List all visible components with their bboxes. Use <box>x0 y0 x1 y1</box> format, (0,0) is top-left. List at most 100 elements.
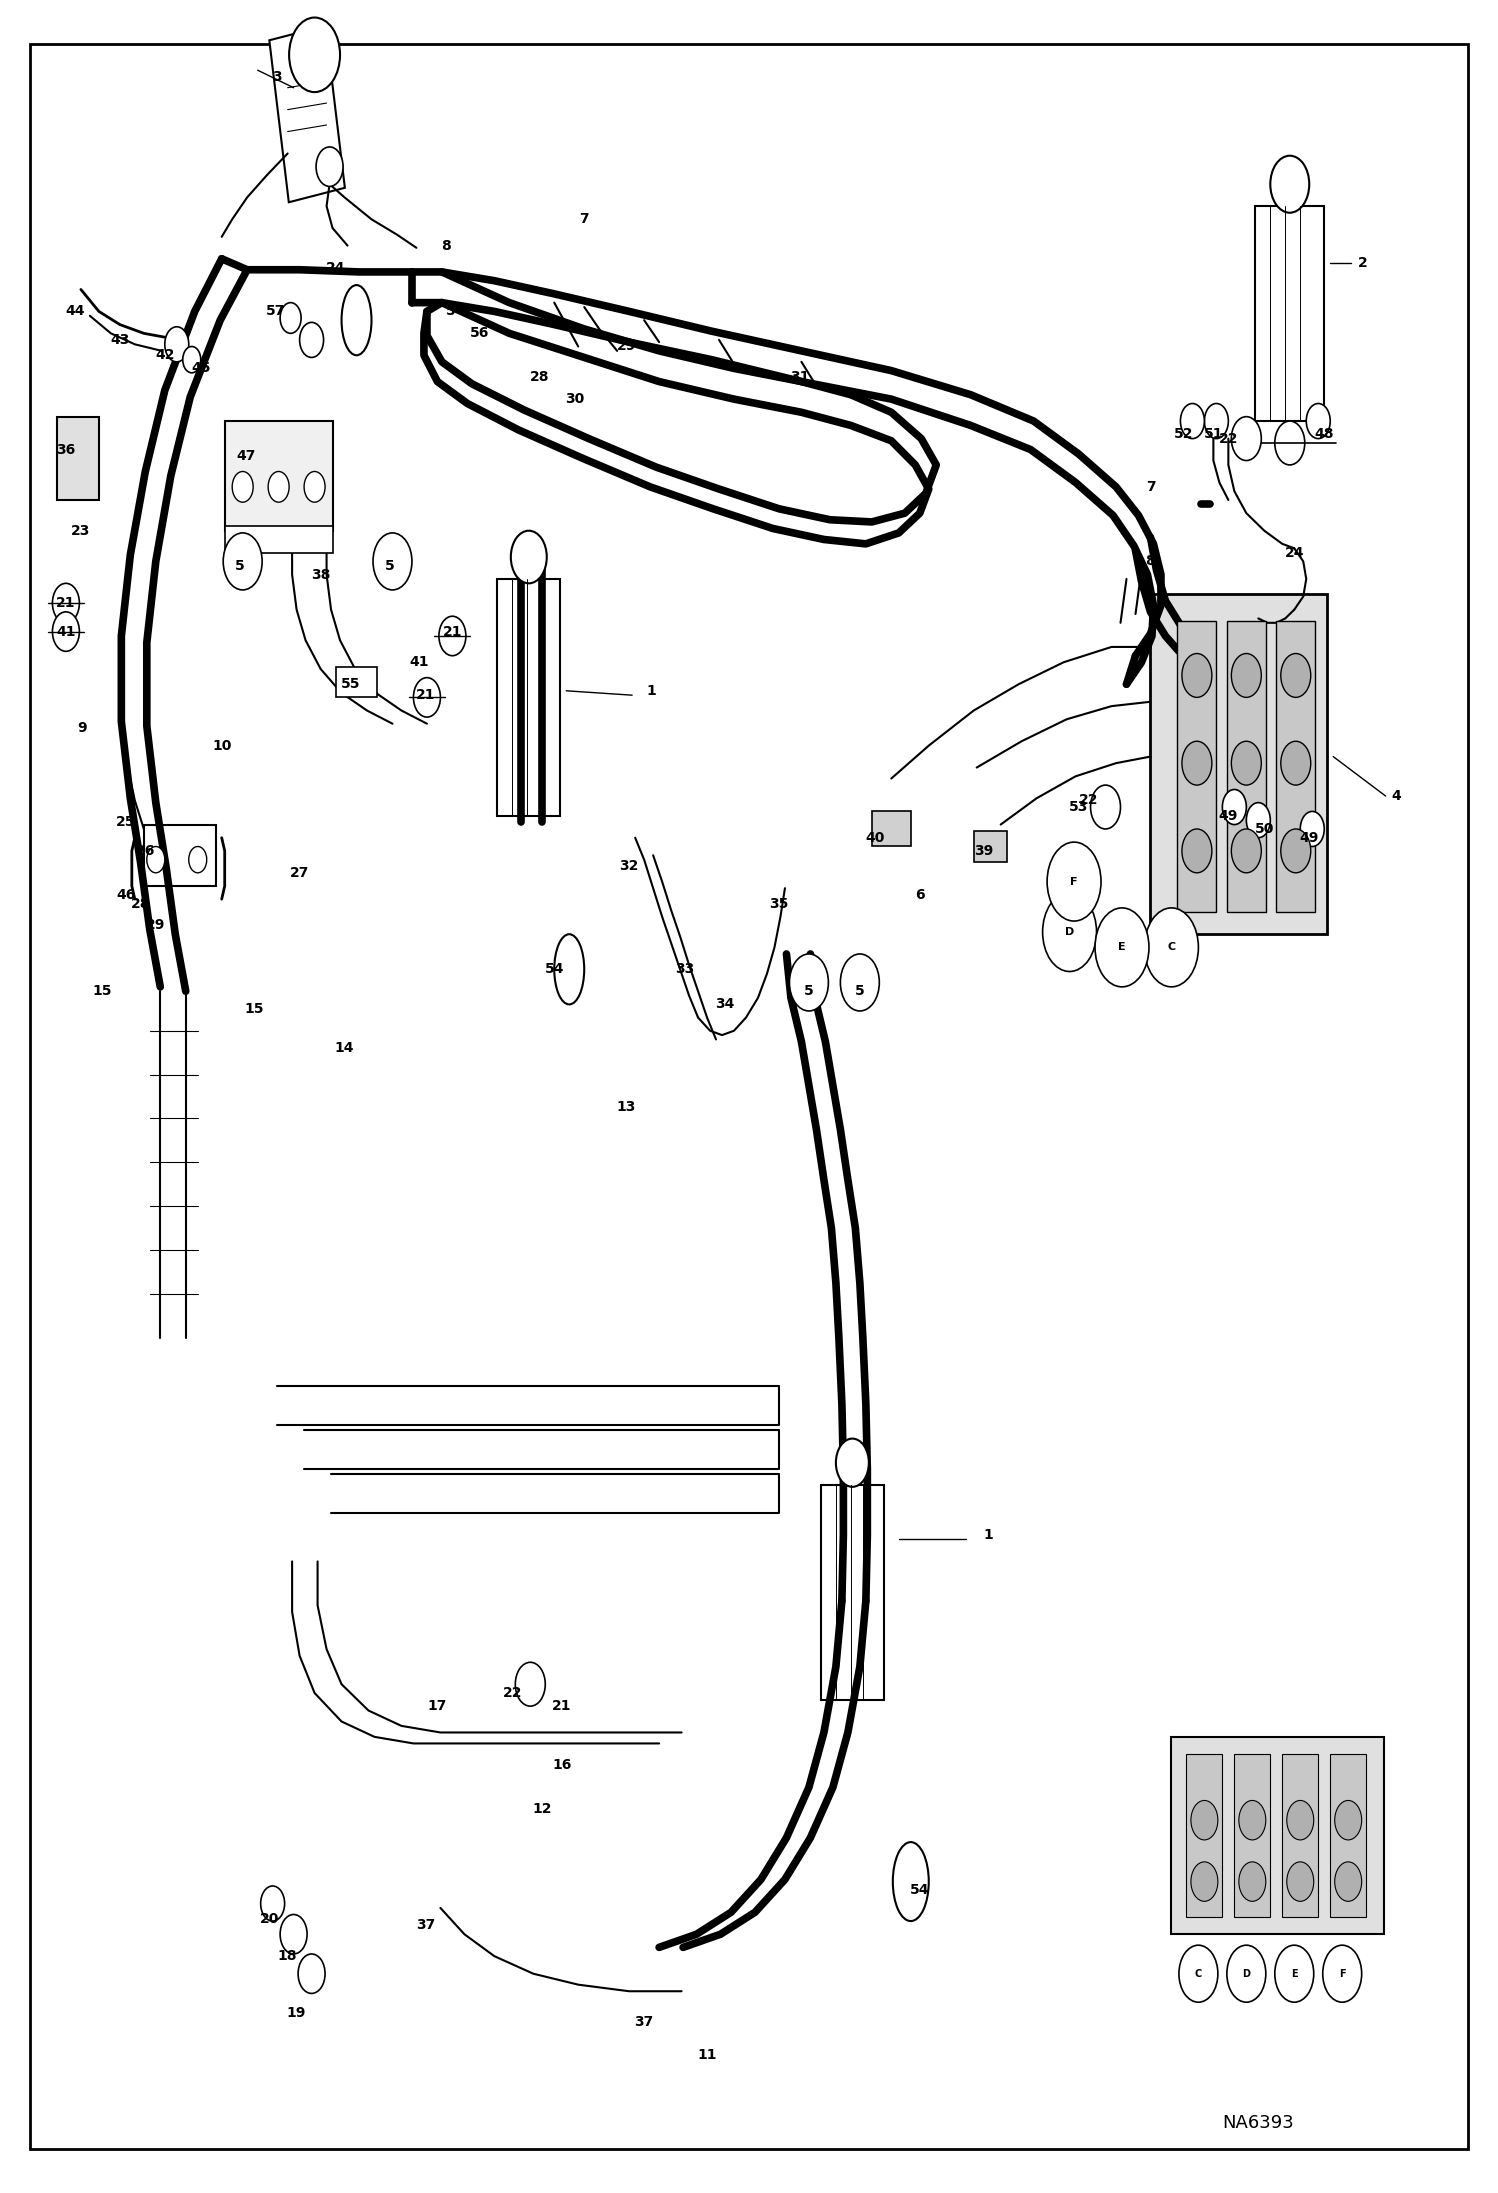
Text: 6: 6 <box>915 888 924 901</box>
Text: 54: 54 <box>544 963 565 976</box>
Text: 21: 21 <box>415 689 436 702</box>
Bar <box>1234 1754 1270 1917</box>
Circle shape <box>1287 1862 1314 1901</box>
Text: 41: 41 <box>409 656 430 669</box>
Text: 21: 21 <box>551 1700 572 1713</box>
Circle shape <box>1180 404 1204 439</box>
Circle shape <box>232 471 253 502</box>
Circle shape <box>52 583 79 623</box>
Circle shape <box>1043 893 1097 971</box>
Circle shape <box>261 1886 285 1921</box>
Circle shape <box>268 471 289 502</box>
Circle shape <box>840 954 879 1011</box>
Text: C: C <box>1195 1969 1201 1978</box>
Text: 1: 1 <box>984 1529 993 1542</box>
Text: 57: 57 <box>267 305 285 318</box>
Text: 51: 51 <box>1203 428 1224 441</box>
Text: NA6393: NA6393 <box>1222 2114 1294 2132</box>
Text: 40: 40 <box>866 831 884 844</box>
Text: 21: 21 <box>55 596 76 610</box>
Text: 49: 49 <box>1219 809 1237 822</box>
Bar <box>1150 594 1327 934</box>
Circle shape <box>304 471 325 502</box>
Text: E: E <box>1118 943 1126 952</box>
Text: 23: 23 <box>72 524 90 537</box>
Bar <box>1255 206 1324 421</box>
Bar <box>144 825 216 886</box>
Circle shape <box>1144 908 1198 987</box>
Text: 37: 37 <box>635 2015 653 2029</box>
Ellipse shape <box>893 1842 929 1921</box>
Text: 52: 52 <box>1173 428 1194 441</box>
Text: 27: 27 <box>291 866 309 879</box>
Text: 7: 7 <box>1146 480 1155 493</box>
Bar <box>872 811 911 846</box>
Circle shape <box>1222 789 1246 825</box>
Circle shape <box>289 18 340 92</box>
Text: 50: 50 <box>1255 822 1273 836</box>
Text: 15: 15 <box>91 985 112 998</box>
Bar <box>1186 1754 1222 1917</box>
Circle shape <box>1287 1800 1314 1840</box>
Text: C: C <box>1167 943 1176 952</box>
Circle shape <box>280 1914 307 1954</box>
Text: 31: 31 <box>791 371 809 384</box>
Circle shape <box>1182 829 1212 873</box>
Bar <box>57 417 99 500</box>
Circle shape <box>1227 1945 1266 2002</box>
Circle shape <box>189 846 207 873</box>
Text: 22: 22 <box>502 1686 523 1700</box>
Text: 17: 17 <box>428 1700 446 1713</box>
Text: 4: 4 <box>1392 789 1401 803</box>
Text: 10: 10 <box>213 739 231 752</box>
Circle shape <box>1179 1945 1218 2002</box>
Text: 42: 42 <box>154 349 175 362</box>
Text: 53: 53 <box>1070 800 1088 814</box>
Text: F: F <box>1070 877 1079 886</box>
Text: 44: 44 <box>64 305 85 318</box>
Text: 5: 5 <box>235 559 244 572</box>
Circle shape <box>1335 1862 1362 1901</box>
Circle shape <box>1091 785 1121 829</box>
Text: 22: 22 <box>1218 432 1239 445</box>
Text: 38: 38 <box>312 568 330 581</box>
Circle shape <box>1231 829 1261 873</box>
Bar <box>1276 621 1315 912</box>
Circle shape <box>280 303 301 333</box>
Text: 45: 45 <box>190 362 211 375</box>
Circle shape <box>1300 811 1324 846</box>
Circle shape <box>439 616 466 656</box>
Text: 15: 15 <box>244 1002 265 1015</box>
Ellipse shape <box>342 285 372 355</box>
Text: 24: 24 <box>325 261 346 274</box>
Text: 3: 3 <box>273 70 282 83</box>
Circle shape <box>1335 1800 1362 1840</box>
Circle shape <box>1306 404 1330 439</box>
Circle shape <box>1095 908 1149 987</box>
Text: 18: 18 <box>277 1950 298 1963</box>
Bar <box>225 526 333 553</box>
Text: 21: 21 <box>442 625 463 638</box>
Text: 28: 28 <box>130 897 151 910</box>
Text: 1: 1 <box>647 684 656 697</box>
Circle shape <box>413 678 440 717</box>
Text: 24: 24 <box>1284 546 1305 559</box>
Text: 8: 8 <box>1146 555 1155 568</box>
Text: 30: 30 <box>566 393 584 406</box>
Text: 28: 28 <box>529 371 550 384</box>
Circle shape <box>147 846 165 873</box>
Circle shape <box>1275 1945 1314 2002</box>
Circle shape <box>183 346 201 373</box>
Circle shape <box>1182 654 1212 697</box>
Text: 33: 33 <box>676 963 694 976</box>
Circle shape <box>316 147 343 186</box>
Circle shape <box>1182 741 1212 785</box>
Text: 46: 46 <box>117 888 135 901</box>
Bar <box>1227 621 1266 912</box>
Text: 20: 20 <box>261 1912 279 1925</box>
Circle shape <box>515 1662 545 1706</box>
Circle shape <box>1281 654 1311 697</box>
Circle shape <box>1239 1800 1266 1840</box>
Text: 34: 34 <box>716 998 734 1011</box>
Text: 5: 5 <box>804 985 813 998</box>
